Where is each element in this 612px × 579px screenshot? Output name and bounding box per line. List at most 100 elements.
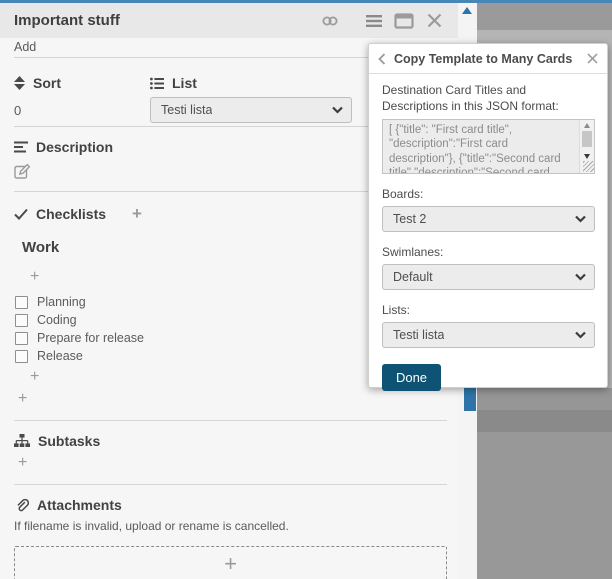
textarea-scroll-down-icon[interactable] <box>584 153 590 159</box>
add-row: Add <box>0 38 458 54</box>
attachment-upload-dropzone[interactable]: + <box>14 546 447 579</box>
sitemap-icon <box>14 434 30 448</box>
check-icon <box>14 208 28 220</box>
close-card-icon[interactable] <box>422 9 446 33</box>
divider <box>14 191 447 192</box>
swimlanes-select[interactable]: Default <box>382 263 595 290</box>
lists-label: Lists: <box>382 302 411 317</box>
subtasks-section: Subtasks + <box>0 421 458 481</box>
card-body: Add Sort 0 <box>0 38 458 579</box>
paperclip-icon <box>14 498 29 513</box>
sort-header: Sort <box>14 75 150 91</box>
add-attachment-button[interactable]: + <box>224 550 237 576</box>
board-color-strip <box>0 0 612 3</box>
task-checkbox[interactable] <box>15 349 28 363</box>
task-checkbox[interactable] <box>15 331 28 345</box>
add-checklist-item-button[interactable]: + <box>30 368 40 385</box>
copy-link-icon[interactable] <box>318 9 342 33</box>
attachments-note: If filename is invalid, upload or rename… <box>14 519 289 533</box>
swimlanes-select-value: Default <box>393 269 433 284</box>
chevron-down-icon <box>332 106 343 114</box>
swimlanes-label: Swimlanes: <box>382 244 444 259</box>
scrollbar-thumb[interactable] <box>464 385 476 411</box>
list-header: List <box>150 75 458 91</box>
divider <box>14 57 447 58</box>
subtasks-label: Subtasks <box>38 433 101 449</box>
checklist-work: Work + Planning Coding <box>14 239 458 386</box>
lists-select-value: Testi lista <box>393 327 445 342</box>
checklists-label: Checklists <box>36 205 107 222</box>
sort-section: Sort 0 <box>14 75 150 123</box>
chevron-down-icon <box>575 331 586 339</box>
task-label: Release <box>37 349 83 363</box>
description-label: Description <box>36 139 114 155</box>
checklist-item-row[interactable]: Coding <box>14 311 458 329</box>
maximize-window-icon[interactable] <box>392 9 416 33</box>
attachments-label: Attachments <box>37 497 122 513</box>
scrollbar-up-arrow-icon[interactable] <box>462 7 472 14</box>
textarea-scroll-thumb[interactable] <box>582 130 592 147</box>
popup-close-icon[interactable] <box>587 53 598 64</box>
task-label: Prepare for release <box>37 331 145 345</box>
board-band <box>477 432 612 579</box>
checklist-title[interactable]: Work <box>22 239 60 256</box>
list-label: List <box>172 75 197 91</box>
boards-select[interactable]: Test 2 <box>382 205 595 232</box>
checklist-item-row[interactable]: Release <box>14 347 458 365</box>
checklist-item-row[interactable]: Prepare for release <box>14 329 458 347</box>
add-subtask-button[interactable]: + <box>18 454 28 471</box>
task-checkbox[interactable] <box>15 313 28 327</box>
list-section: List Testi lista <box>150 75 458 123</box>
hamburger-menu-icon[interactable] <box>362 9 386 33</box>
boards-select-value: Test 2 <box>393 211 427 226</box>
textarea-resize-grip[interactable] <box>583 160 594 172</box>
popup-header: Copy Template to Many Cards <box>369 44 607 74</box>
add-checklist-button[interactable]: + <box>18 390 28 407</box>
board-band <box>477 3 612 30</box>
card-list-select-value: Testi lista <box>161 103 213 117</box>
checklists-section: Checklists + Work + Planning <box>0 192 458 417</box>
lists-select[interactable]: Testi lista <box>382 321 595 348</box>
divider <box>14 420 447 421</box>
attachments-header: Attachments <box>14 497 458 513</box>
chevron-down-icon <box>575 215 586 223</box>
card-header: Important stuff <box>0 3 458 38</box>
done-button[interactable]: Done <box>382 363 441 391</box>
json-textarea-value: [ {"title": "First card title", "descrip… <box>389 123 561 174</box>
json-format-label: Destination Card Titles and Descriptions… <box>382 83 559 113</box>
description-header: Description <box>14 139 458 155</box>
task-checkbox[interactable] <box>15 295 28 309</box>
popup-content: Destination Card Titles and Descriptions… <box>369 74 607 391</box>
description-section: Description <box>0 127 458 188</box>
sort-list-row: Sort 0 <box>0 58 458 123</box>
add-checklist-item-button[interactable]: + <box>30 268 40 285</box>
card-title: Important stuff <box>14 12 120 29</box>
divider <box>14 484 447 485</box>
attachments-section: Attachments If filename is invalid, uplo… <box>0 485 458 579</box>
textarea-scroll-up-icon[interactable] <box>584 122 590 128</box>
add-checklist-button[interactable]: + <box>132 204 142 223</box>
board-band <box>477 388 612 410</box>
board-band <box>477 410 612 432</box>
align-left-icon <box>14 141 28 154</box>
back-chevron-icon[interactable] <box>378 52 394 65</box>
add-link[interactable]: Add <box>14 40 37 54</box>
sort-value[interactable]: 0 <box>14 103 22 118</box>
task-label: Coding <box>37 313 77 327</box>
list-icon <box>150 77 164 90</box>
edit-description-icon[interactable] <box>14 163 32 179</box>
sort-label: Sort <box>33 75 61 91</box>
copy-template-popup: Copy Template to Many Cards Destination … <box>368 43 608 391</box>
boards-label: Boards: <box>382 186 424 201</box>
checklists-header: Checklists + <box>14 204 458 223</box>
task-label: Planning <box>37 295 86 309</box>
card-list-select[interactable]: Testi lista <box>150 97 352 123</box>
textarea-scrollbar[interactable] <box>579 119 594 173</box>
checklist-item-row[interactable]: Planning <box>14 293 458 311</box>
subtasks-header: Subtasks <box>14 433 458 449</box>
checklist-items: Planning Coding Prepare for release <box>14 293 458 365</box>
sort-icon <box>14 76 25 90</box>
popup-title: Copy Template to Many Cards <box>394 51 573 66</box>
json-textarea[interactable]: [ {"title": "First card title", "descrip… <box>382 118 595 174</box>
